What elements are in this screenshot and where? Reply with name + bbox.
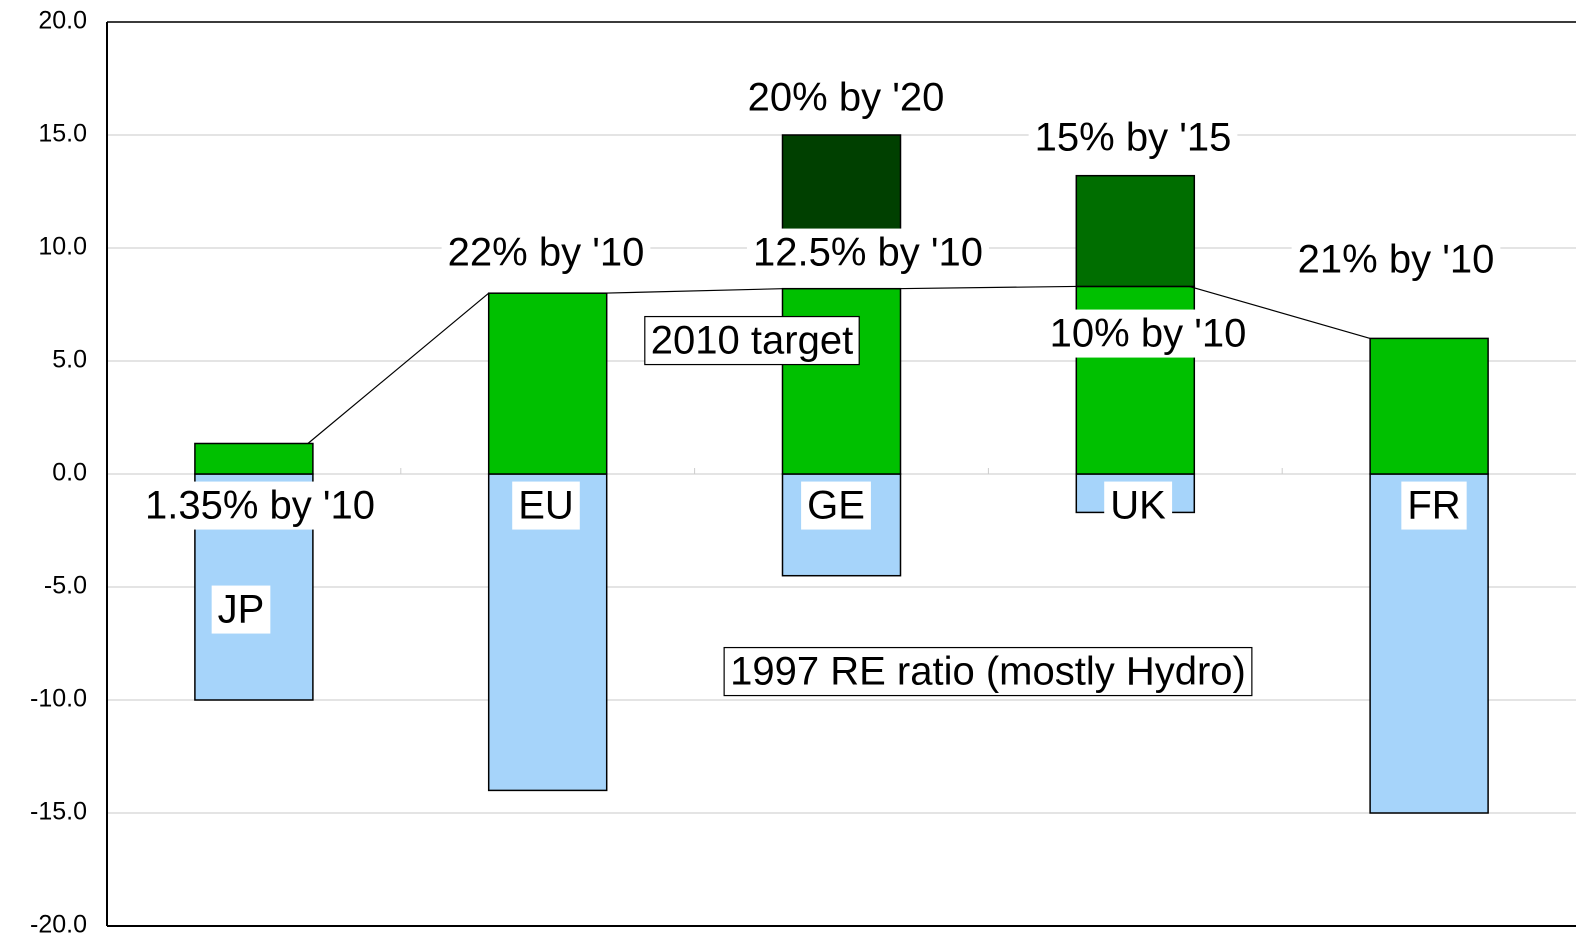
label-background xyxy=(1028,113,1238,162)
label-background xyxy=(746,228,990,277)
label-background xyxy=(1401,481,1467,530)
series-label: 1997 RE ratio (mostly Hydro) xyxy=(730,650,1246,694)
bar xyxy=(194,442,314,475)
target-connector xyxy=(307,292,490,444)
annotation: 12.5% by '10 xyxy=(753,231,983,275)
label-background xyxy=(211,585,271,634)
annotation: 21% by '10 xyxy=(1298,238,1495,282)
bar xyxy=(487,292,608,475)
annotation: JP xyxy=(218,588,265,632)
target-connector xyxy=(601,288,783,294)
y-tick-label: -10.0 xyxy=(30,685,87,713)
label-background xyxy=(741,73,951,122)
label-background xyxy=(1291,235,1501,284)
later-target-bar xyxy=(1075,174,1196,288)
label-background xyxy=(1104,481,1173,530)
later-target-bar xyxy=(781,134,902,233)
y-tick-label: -15.0 xyxy=(30,798,87,826)
label-background xyxy=(138,481,382,530)
grid: -20.0 -15.0 -10.0 -5.0 0.0 5.0 10.0 15.0 20.0 xyxy=(30,7,1576,939)
annotation: 1.35% by '10 xyxy=(145,484,375,528)
label-background xyxy=(441,228,651,277)
label-background xyxy=(801,481,871,530)
bar xyxy=(1369,337,1489,475)
label-background xyxy=(644,315,860,366)
target-connector xyxy=(1189,285,1371,339)
y-tick-label: 20.0 xyxy=(38,7,87,35)
annotation: 10% by '10 xyxy=(1050,312,1247,356)
annotation: 20% by '20 xyxy=(748,76,945,120)
annotation: GE xyxy=(807,484,865,528)
annotation: 22% by '10 xyxy=(448,231,645,275)
target-connector xyxy=(895,285,1077,290)
label-background xyxy=(723,646,1253,697)
y-tick-label: 15.0 xyxy=(38,120,87,148)
annotation: FR xyxy=(1407,484,1460,528)
label-background xyxy=(1043,309,1253,358)
y-tick-label: 10.0 xyxy=(38,233,87,261)
y-tick-label: -20.0 xyxy=(30,911,87,939)
annotation: 15% by '15 xyxy=(1035,116,1232,160)
annotation: UK xyxy=(1110,484,1166,528)
label-background xyxy=(512,481,580,530)
bar xyxy=(1369,473,1489,814)
y-tick-label: 0.0 xyxy=(52,459,87,487)
y-tick-label: -5.0 xyxy=(44,572,87,600)
series-label: 2010 target xyxy=(651,319,853,363)
annotation: EU xyxy=(518,484,574,528)
y-tick-label: 5.0 xyxy=(52,346,87,374)
labels: 1.35% by '10 22% by '10 12.5% by '10 10% by… xyxy=(138,73,1501,697)
